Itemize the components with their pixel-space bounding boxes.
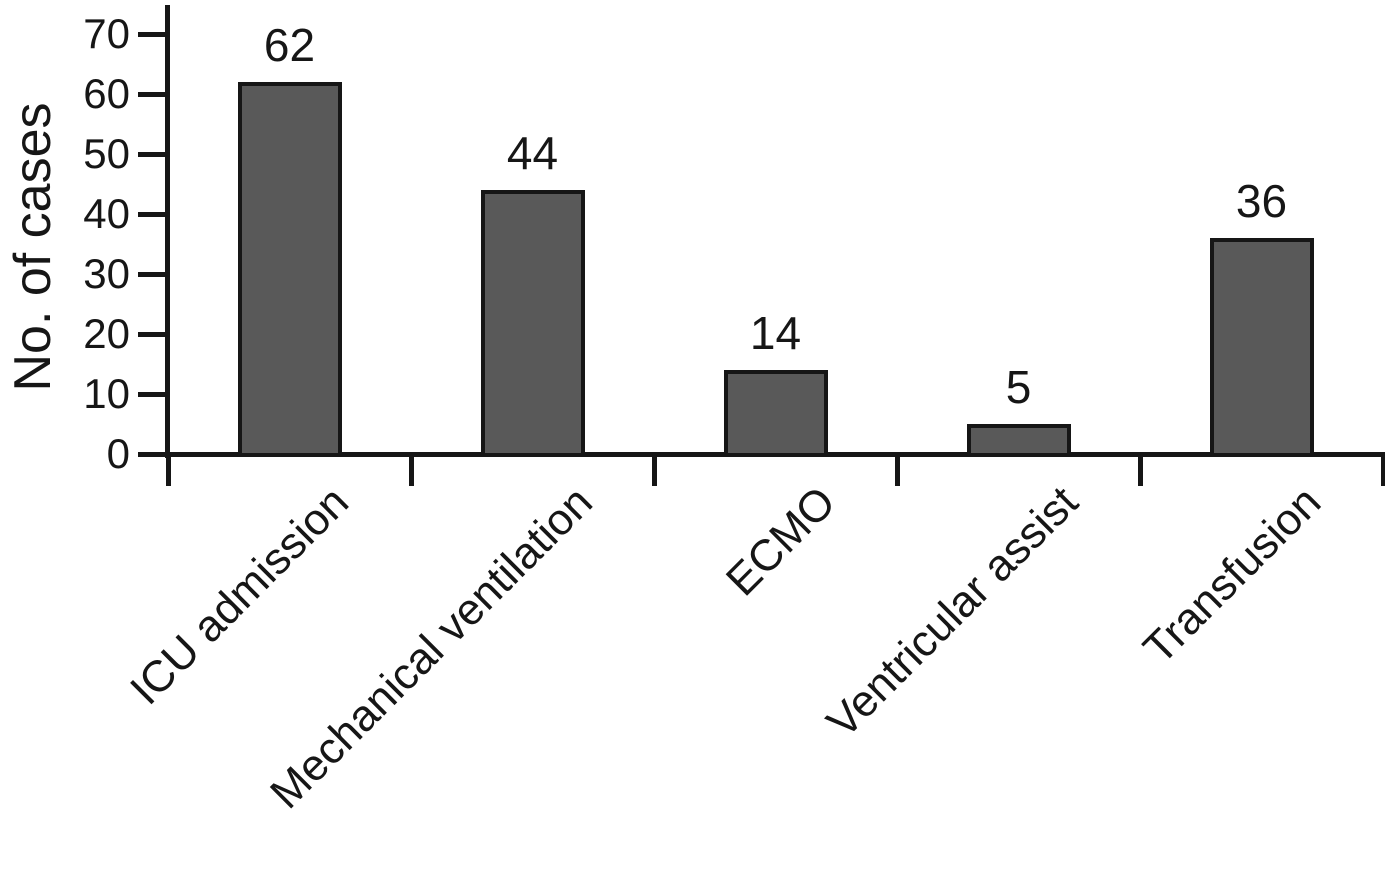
y-tick-label: 40 (83, 190, 130, 237)
x-tick (651, 452, 657, 486)
y-tick (138, 451, 168, 457)
x-tick-label: ICU admission (121, 477, 359, 715)
bar (237, 82, 342, 457)
y-tick (138, 391, 168, 397)
bar (723, 370, 828, 457)
x-tick (165, 452, 171, 486)
x-tick (1380, 452, 1385, 486)
x-tick-label: Ventricular assist (817, 477, 1088, 748)
bar-value-label: 5 (1005, 361, 1032, 413)
y-tick-label: 70 (83, 10, 130, 57)
y-tick-label: 20 (83, 310, 130, 357)
y-tick-label: 30 (83, 250, 130, 297)
x-tick (894, 452, 900, 486)
x-tick (1137, 452, 1143, 486)
y-tick (138, 151, 168, 157)
bar-value-label: 44 (506, 127, 559, 179)
y-tick-label: 50 (83, 130, 130, 177)
bar (480, 190, 585, 457)
y-tick (138, 331, 168, 337)
bar (1209, 238, 1314, 457)
x-tick-label: Transfusion (1134, 477, 1331, 674)
y-tick (138, 271, 168, 277)
bar-value-label: 36 (1235, 175, 1288, 227)
y-tick (138, 31, 168, 37)
y-tick-label: 0 (106, 430, 130, 477)
y-tick (138, 91, 168, 97)
y-tick-label: 10 (83, 370, 130, 417)
x-tick-label: ECMO (716, 477, 845, 606)
x-tick (408, 452, 414, 486)
y-tick-label: 60 (83, 70, 130, 117)
bar (966, 424, 1071, 457)
bar-value-label: 62 (263, 19, 316, 71)
y-tick (138, 211, 168, 217)
bar-value-label: 14 (749, 307, 802, 359)
y-axis-line (165, 5, 170, 458)
